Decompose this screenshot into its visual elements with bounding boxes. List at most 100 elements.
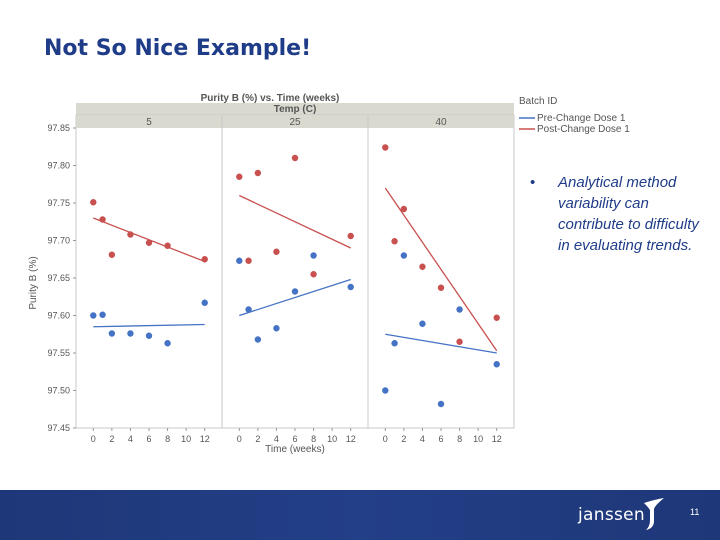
- slide-title: Not So Nice Example!: [44, 36, 312, 61]
- x-tick-label: 0: [237, 434, 242, 444]
- panel-header: [368, 115, 514, 128]
- pre-data-point: [291, 288, 299, 295]
- pre-data-point: [347, 283, 354, 291]
- x-tick-label: 8: [165, 434, 170, 444]
- pre-data-point: [456, 306, 463, 313]
- pre-data-point: [90, 312, 97, 319]
- x-axis-label: Time (weeks): [265, 444, 325, 455]
- note-text: Analytical method variability can contri…: [558, 174, 699, 254]
- plot-frame: [75, 114, 515, 429]
- legend-label-post: Post-Change Dose 1: [537, 124, 630, 135]
- y-tick-label: 97.70: [47, 236, 70, 246]
- post-data-point: [90, 199, 97, 206]
- y-tick-label: 97.55: [47, 348, 70, 358]
- y-tick-label: 97.85: [47, 123, 70, 133]
- post-data-point: [201, 256, 208, 263]
- y-tick-label: 97.75: [47, 198, 70, 208]
- pre-data-point: [382, 387, 389, 394]
- pre-fit-line: [385, 333, 497, 354]
- pre-data-point: [254, 336, 262, 343]
- x-tick-label: 4: [128, 434, 133, 444]
- panel-label: 25: [289, 117, 301, 128]
- post-data-point: [236, 173, 243, 180]
- post-data-point: [456, 338, 463, 345]
- x-tick-label: 10: [181, 434, 191, 444]
- panel-label: 40: [435, 117, 447, 128]
- pre-data-point: [419, 320, 426, 327]
- y-tick-label: 97.65: [47, 273, 70, 283]
- pre-data-point: [108, 330, 116, 337]
- pre-data-point: [391, 340, 398, 347]
- x-tick-label: 8: [311, 434, 316, 444]
- post-data-point: [400, 205, 408, 213]
- pre-data-point: [493, 361, 500, 368]
- x-tick-label: 4: [420, 434, 425, 444]
- pre-data-point: [310, 252, 317, 259]
- x-tick-label: 2: [401, 434, 406, 444]
- x-tick-label: 12: [346, 434, 356, 444]
- pre-data-point: [164, 340, 171, 347]
- x-tick-label: 8: [457, 434, 462, 444]
- post-data-point: [291, 154, 299, 162]
- page-number: 11: [690, 507, 700, 517]
- post-data-point: [419, 263, 426, 270]
- post-data-point: [273, 248, 280, 255]
- post-data-point: [437, 284, 445, 291]
- post-data-point: [127, 231, 134, 238]
- pre-fit-line: [239, 278, 351, 317]
- panel-header: [76, 115, 222, 128]
- plot-area: 97.85 97.80 97.75 97.70 97.65 97.60 97.55 97.50…: [47, 114, 515, 444]
- x-tick-label: 4: [274, 434, 279, 444]
- y-tick-label: 97.45: [47, 423, 70, 433]
- pre-data-point: [145, 332, 153, 339]
- y-tick-label: 97.80: [47, 161, 70, 171]
- post-data-point: [382, 144, 389, 151]
- bullet-icon: •: [530, 174, 536, 191]
- pre-data-point: [437, 400, 445, 408]
- post-fit-line: [239, 194, 351, 249]
- pre-data-point: [273, 325, 280, 332]
- x-tick-label: 6: [292, 434, 297, 444]
- x-tick-label: 10: [473, 434, 483, 444]
- legend-title: Batch ID: [519, 96, 557, 107]
- analysis-note: • Analytical method variability can cont…: [530, 172, 705, 256]
- brand-name: janssen: [578, 505, 645, 525]
- pre-data-point: [127, 330, 134, 337]
- pre-data-point: [236, 257, 243, 264]
- panel-label: 5: [146, 117, 152, 128]
- post-data-point: [245, 257, 252, 264]
- x-tick-label: 6: [438, 434, 443, 444]
- x-tick-label: 10: [327, 434, 337, 444]
- post-data-point: [145, 239, 153, 246]
- x-tick-label: 0: [383, 434, 388, 444]
- panel-header: [222, 115, 368, 128]
- pre-data-point: [201, 299, 208, 306]
- y-axis-label: Purity B (%): [28, 256, 39, 309]
- x-tick-label: 12: [492, 434, 502, 444]
- post-data-point: [99, 216, 106, 223]
- post-data-point: [254, 169, 262, 177]
- post-data-point: [347, 232, 354, 240]
- pre-fit-line: [93, 323, 205, 328]
- y-tick-label: 97.50: [47, 386, 70, 396]
- x-tick-label: 0: [91, 434, 96, 444]
- post-data-point: [310, 271, 317, 278]
- temp-header-label: Temp (C): [274, 104, 317, 115]
- footer-bar: janssen 11: [0, 490, 720, 540]
- chart-title: Purity B (%) vs. Time (weeks): [201, 93, 340, 104]
- pre-data-point: [99, 311, 106, 318]
- post-data-point: [164, 242, 171, 249]
- x-tick-label: 6: [146, 434, 151, 444]
- post-data-point: [493, 314, 500, 321]
- temp-header-bar: [76, 103, 514, 115]
- x-tick-label: 2: [255, 434, 260, 444]
- post-data-point: [391, 238, 398, 245]
- x-tick-label: 12: [200, 434, 210, 444]
- legend-label-pre: Pre-Change Dose 1: [537, 113, 626, 124]
- post-data-point: [108, 251, 116, 258]
- janssen-logo-icon: [644, 498, 664, 530]
- post-fit-line: [384, 187, 498, 352]
- pre-data-point: [400, 252, 408, 259]
- x-tick-label: 2: [109, 434, 114, 444]
